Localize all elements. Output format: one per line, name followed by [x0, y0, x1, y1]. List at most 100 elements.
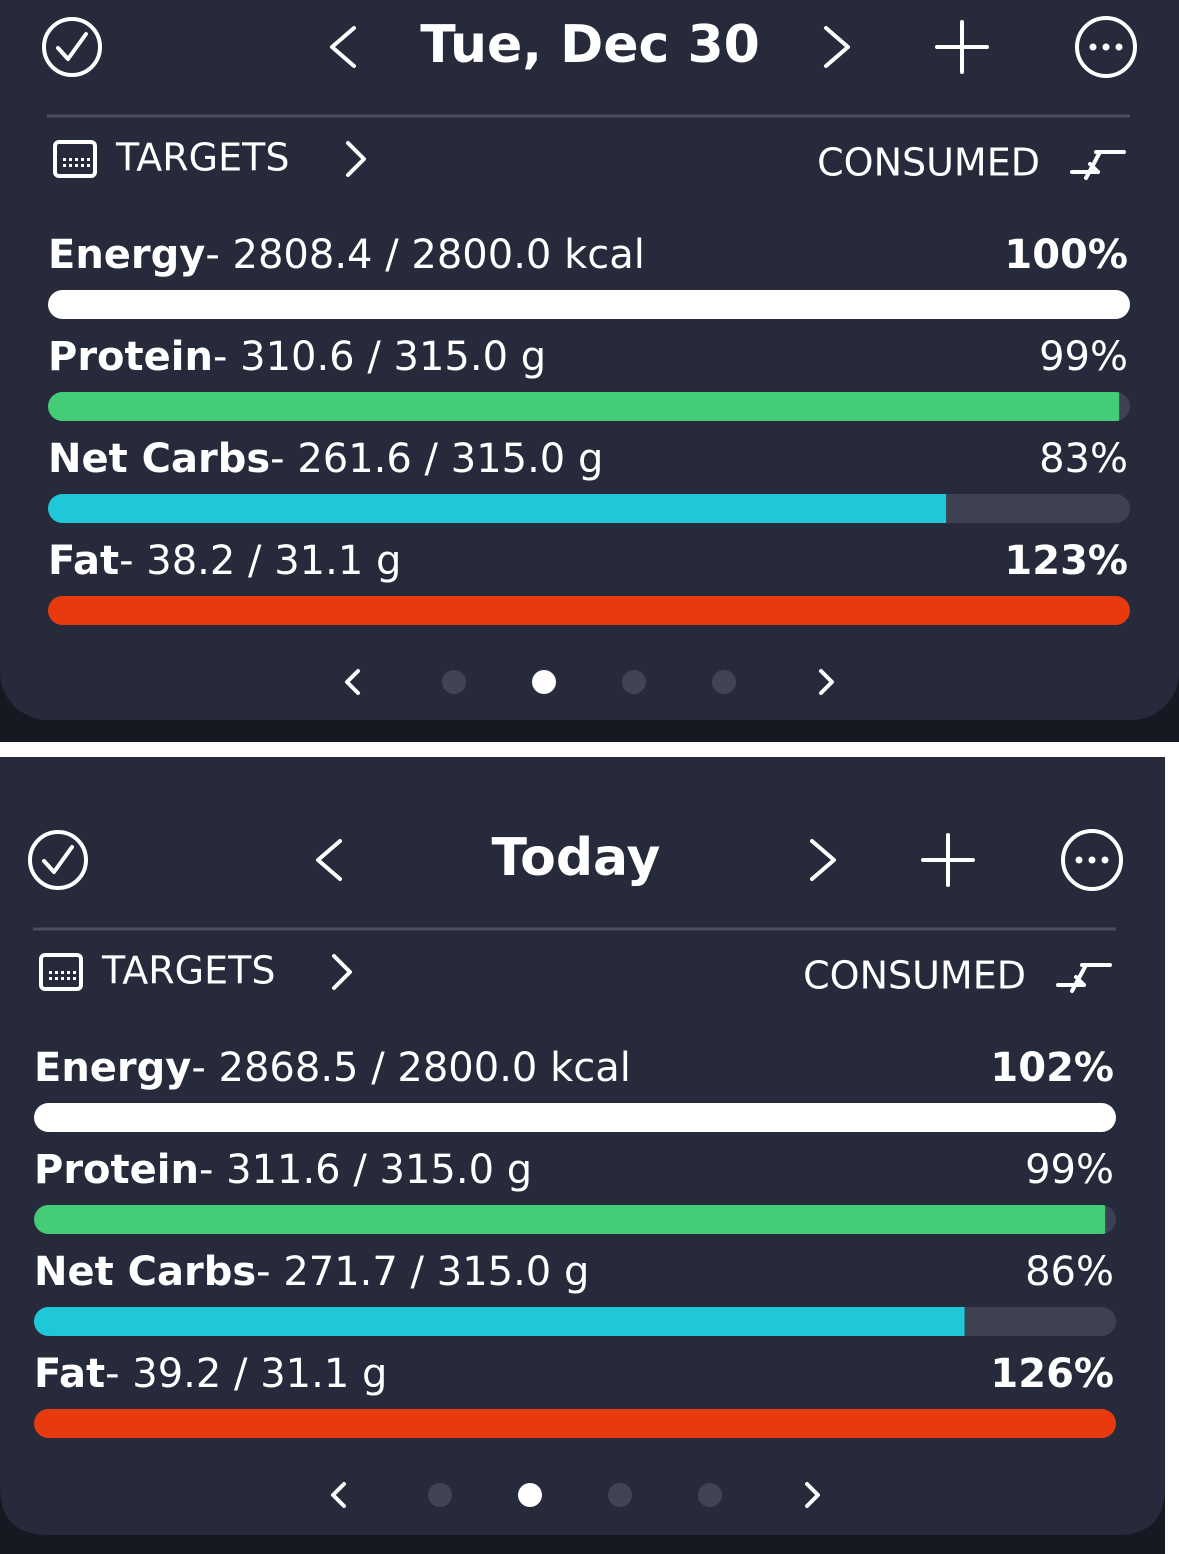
pager-next[interactable] — [819, 669, 834, 695]
pager-dot[interactable] — [428, 1483, 452, 1507]
progress-bar — [48, 290, 1130, 319]
next-day-button[interactable] — [810, 839, 836, 881]
panel: Today TARGETS CONSUMED Energy- 2868.5 / 280… — [28, 828, 1123, 1508]
nutrient-amounts: - 311.6 / 315.0 g — [199, 1147, 532, 1193]
separator — [0, 742, 1179, 757]
nutrient-label: Energy- 2808.4 / 2800.0 kcal — [48, 232, 645, 278]
nutrient-name: Energy — [48, 232, 205, 278]
calendar-dot — [63, 158, 66, 161]
nutrient-label: Protein- 310.6 / 315.0 g — [48, 334, 546, 380]
nutrient-amounts: - 261.6 / 315.0 g — [270, 436, 603, 482]
check-button[interactable] — [28, 830, 88, 890]
panel-background — [0, 0, 1179, 720]
nutrient-amounts: - 2868.5 / 2800.0 kcal — [191, 1045, 630, 1091]
check-mark — [42, 845, 74, 874]
panel-background — [0, 757, 1165, 1535]
calendar-dot — [87, 158, 90, 161]
more-dot — [1075, 856, 1083, 864]
nutrient-amounts: - 271.7 / 315.0 g — [256, 1249, 589, 1295]
more-dot — [1089, 43, 1097, 51]
prev-day-button[interactable] — [330, 26, 356, 68]
calendar-dot — [81, 164, 84, 167]
panel: Tue, Dec 30 TARGETS CONSUMED Energy- 2808.4… — [42, 15, 1137, 695]
edge-strip — [1165, 757, 1179, 1554]
pager-dot[interactable] — [518, 1483, 542, 1507]
calendar-dot — [67, 971, 70, 974]
calendar-icon — [39, 953, 83, 991]
progress-clip — [48, 290, 1130, 319]
nutrient-percent: 99% — [1025, 1147, 1114, 1193]
calendar-dot — [73, 977, 76, 980]
calendar-dot — [63, 164, 66, 167]
progress-bar — [34, 1307, 965, 1336]
header: Today — [28, 828, 1123, 891]
swap-icon[interactable] — [1070, 150, 1126, 180]
pager-prev[interactable] — [331, 1482, 346, 1508]
calendar-dot — [69, 158, 72, 161]
pager-dot[interactable] — [608, 1483, 632, 1507]
nutrient-percent: 126% — [990, 1351, 1114, 1397]
progress-bar — [34, 1409, 1116, 1438]
calendar-dot — [55, 971, 58, 974]
nutrient-name: Net Carbs — [34, 1249, 256, 1295]
add-button[interactable] — [935, 20, 989, 74]
pager-dot[interactable] — [698, 1483, 722, 1507]
nutrient-amounts: - 310.6 / 315.0 g — [213, 334, 546, 380]
check-mark — [56, 32, 88, 61]
progress-bar — [48, 596, 1130, 625]
consumed-label[interactable]: CONSUMED — [803, 954, 1026, 998]
nutrient-percent: 99% — [1039, 334, 1128, 380]
pager-dot[interactable] — [712, 670, 736, 694]
progress-bar — [34, 1103, 1116, 1132]
nutrient-amounts: - 2808.4 / 2800.0 kcal — [205, 232, 644, 278]
progress-clip — [34, 1409, 1116, 1438]
targets-chevron[interactable] — [332, 954, 352, 990]
more-button[interactable] — [1061, 829, 1123, 891]
nutrient-name: Energy — [34, 1045, 191, 1091]
calendar-dot — [75, 158, 78, 161]
nutrient-percent: 100% — [1004, 232, 1128, 278]
nutrient-name: Fat — [34, 1351, 105, 1397]
calendar-dot — [87, 164, 90, 167]
nutrient-percent: 83% — [1039, 436, 1128, 482]
calendar-dot — [55, 977, 58, 980]
calendar-dot — [49, 971, 52, 974]
targets-label[interactable]: TARGETS — [101, 949, 275, 993]
add-button[interactable] — [921, 833, 975, 887]
pager-next[interactable] — [805, 1482, 820, 1508]
nutrient-label: Protein- 311.6 / 315.0 g — [34, 1147, 532, 1193]
pager-prev[interactable] — [345, 669, 360, 695]
swap-icon[interactable] — [1056, 963, 1112, 993]
prev-day-button[interactable] — [316, 839, 342, 881]
calendar-dot — [69, 164, 72, 167]
nutrient-label: Energy- 2868.5 / 2800.0 kcal — [34, 1045, 631, 1091]
targets-chevron[interactable] — [346, 141, 366, 177]
pager-dot[interactable] — [442, 670, 466, 694]
pager-dot[interactable] — [622, 670, 646, 694]
check-button[interactable] — [42, 17, 102, 77]
calendar-dot — [81, 158, 84, 161]
more-dot — [1101, 856, 1109, 864]
consumed-label[interactable]: CONSUMED — [817, 141, 1040, 185]
more-button[interactable] — [1075, 16, 1137, 78]
nutrient-label: Net Carbs- 261.6 / 315.0 g — [48, 436, 603, 482]
progress-clip — [48, 392, 1120, 421]
calendar-dot — [75, 164, 78, 167]
calendar-dot — [67, 977, 70, 980]
date-title: Today — [492, 828, 661, 888]
nutrient-percent: 102% — [990, 1045, 1114, 1091]
progress-bar — [48, 494, 947, 523]
next-day-button[interactable] — [824, 26, 850, 68]
nutrient-amounts: - 38.2 / 31.1 g — [119, 538, 401, 584]
progress-clip — [34, 1103, 1116, 1132]
nutrient-name: Net Carbs — [48, 436, 270, 482]
progress-clip — [34, 1205, 1106, 1234]
pager-dot[interactable] — [532, 670, 556, 694]
progress-clip — [48, 596, 1130, 625]
nutrient-amounts: - 39.2 / 31.1 g — [105, 1351, 387, 1397]
more-dot — [1088, 856, 1096, 864]
targets-label[interactable]: TARGETS — [115, 136, 289, 180]
progress-bar — [48, 392, 1120, 421]
